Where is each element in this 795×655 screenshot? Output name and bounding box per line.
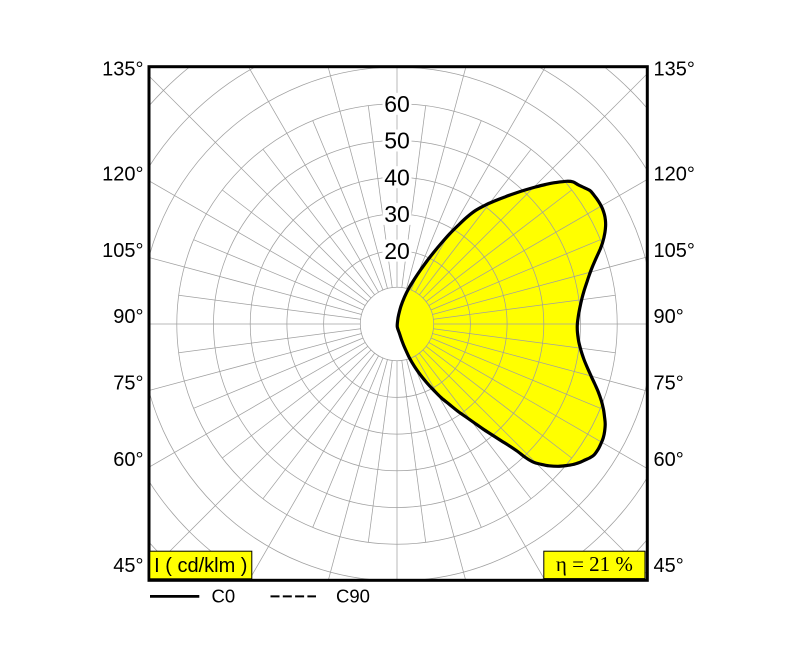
svg-text:50: 50: [384, 128, 410, 154]
svg-text:120°: 120°: [102, 164, 143, 186]
svg-text:45°: 45°: [654, 555, 684, 577]
svg-text:105°: 105°: [654, 240, 695, 262]
svg-text:I ( cd/klm ): I ( cd/klm ): [154, 555, 247, 577]
svg-text:30: 30: [384, 201, 410, 227]
svg-text:C90: C90: [336, 586, 370, 607]
svg-text:75°: 75°: [113, 373, 143, 395]
svg-text:135°: 135°: [102, 59, 143, 81]
svg-text:60: 60: [384, 91, 410, 117]
svg-text:60°: 60°: [113, 449, 143, 471]
svg-text:90°: 90°: [113, 306, 143, 328]
svg-text:η = 21 %: η = 21 %: [556, 552, 633, 576]
svg-text:20: 20: [384, 238, 410, 264]
svg-text:60°: 60°: [654, 449, 684, 471]
svg-text:40: 40: [384, 164, 410, 190]
svg-text:C0: C0: [212, 586, 236, 607]
svg-text:45°: 45°: [113, 555, 143, 577]
svg-text:120°: 120°: [654, 164, 695, 186]
svg-text:105°: 105°: [102, 240, 143, 262]
svg-text:135°: 135°: [654, 59, 695, 81]
svg-text:90°: 90°: [654, 306, 684, 328]
svg-text:75°: 75°: [654, 373, 684, 395]
